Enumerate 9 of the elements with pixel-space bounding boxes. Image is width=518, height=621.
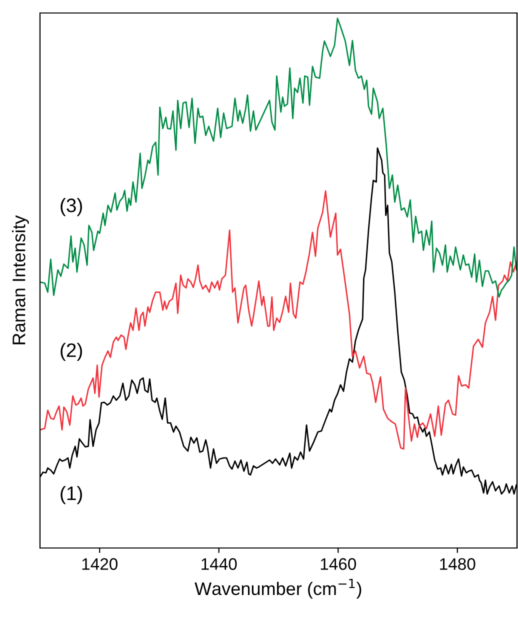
x-tick-label: 1420 [82,558,118,570]
y-axis-title: Raman Intensity [12,215,29,344]
x-tick-label: 1440 [202,558,237,570]
x-tick-label: 1480 [440,558,476,570]
x-tick-label: 1460 [320,558,356,570]
series-label: (2) [60,342,82,361]
series-label: (3) [60,198,82,216]
series-label: (1) [60,486,82,504]
x-axis-title: Wavenumber (cm$^{−1}$) [194,578,362,599]
